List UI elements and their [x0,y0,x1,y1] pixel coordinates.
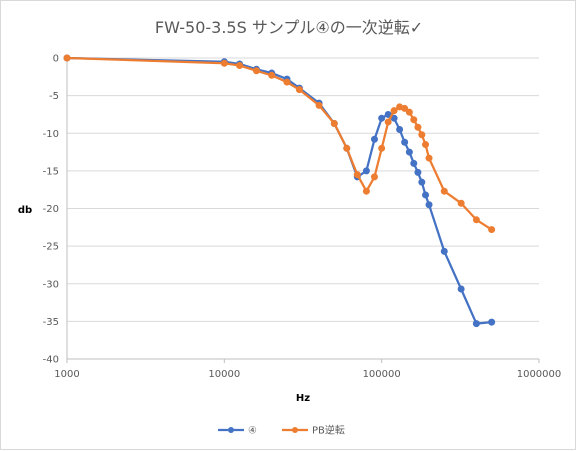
y-tick-label: -5 [49,91,59,102]
series-1-point [390,107,398,115]
series-0-point [425,201,433,209]
series-1-point [457,199,465,207]
series-1-point [401,104,409,112]
x-tick-label: 1000 [54,369,79,380]
series-1-point [220,59,228,67]
series-1-point [252,67,260,75]
y-axis-title: db [18,205,32,216]
series-1-point [405,108,413,116]
series-1-point [384,118,392,126]
series-1-point [295,86,303,94]
legend-label: PB逆転 [312,424,345,437]
series-layer [63,54,496,328]
y-tick-label: -30 [43,279,59,290]
x-axis-title: Hz [296,393,310,404]
series-0-point [440,247,448,255]
series-0-point [370,135,378,143]
legend-swatch-marker [292,427,298,433]
series-0-point [396,125,404,133]
grid-layer [67,57,539,360]
axes-layer: 0 -5 -10 -15 -20 -25 -30 -35 -40 1000 10000 100000 1… [43,54,562,381]
series-0-point [378,114,386,122]
series-1-point [425,154,433,162]
series-1-point [488,226,496,234]
series-1-point [414,123,422,131]
legend: ④ PB逆転 [218,424,345,437]
series-1-point [422,141,430,149]
series-1-point [63,54,71,62]
series-1-point [440,187,448,195]
series-0-point [418,178,426,186]
series-1-point [353,171,361,179]
series-1-point [343,144,351,152]
series-1-point [418,131,426,139]
series-line-1 [66,56,493,231]
series-0-point [405,148,413,156]
y-tick-label: -25 [43,242,59,253]
series-1-point [236,62,244,70]
series-1-point [378,144,386,152]
series-0-point [457,285,465,293]
series-0-point [362,167,370,175]
chart-title: FW-50-3.5S サンプル④の一次逆転✓ [155,18,423,37]
series-0-point [410,159,418,167]
series-0-point [414,168,422,176]
series-1-point [410,116,418,124]
y-tick-label: -10 [43,129,59,140]
series-1-point [330,119,338,127]
y-tick-label: 0 [53,54,59,65]
series-1-point [315,101,323,109]
y-tick-label: -15 [43,166,59,177]
series-0-point [401,138,409,146]
series-1-point [472,216,480,224]
series-0-point [472,320,480,328]
x-tick-label: 10000 [208,369,240,380]
series-line-0 [66,56,492,325]
legend-label: ④ [248,426,257,437]
legend-swatch-marker [228,427,234,433]
series-0-point [488,318,496,326]
y-tick-label: -35 [43,317,59,328]
y-tick-label: -40 [43,355,59,366]
x-tick-label: 100000 [363,369,401,380]
y-tick-label: -20 [43,204,59,215]
series-1-point [283,78,291,86]
series-1-point [268,71,276,79]
series-1-point [362,187,370,195]
series-0-point [422,191,430,199]
series-1-point [370,173,378,181]
x-tick-label: 1000000 [517,369,562,380]
